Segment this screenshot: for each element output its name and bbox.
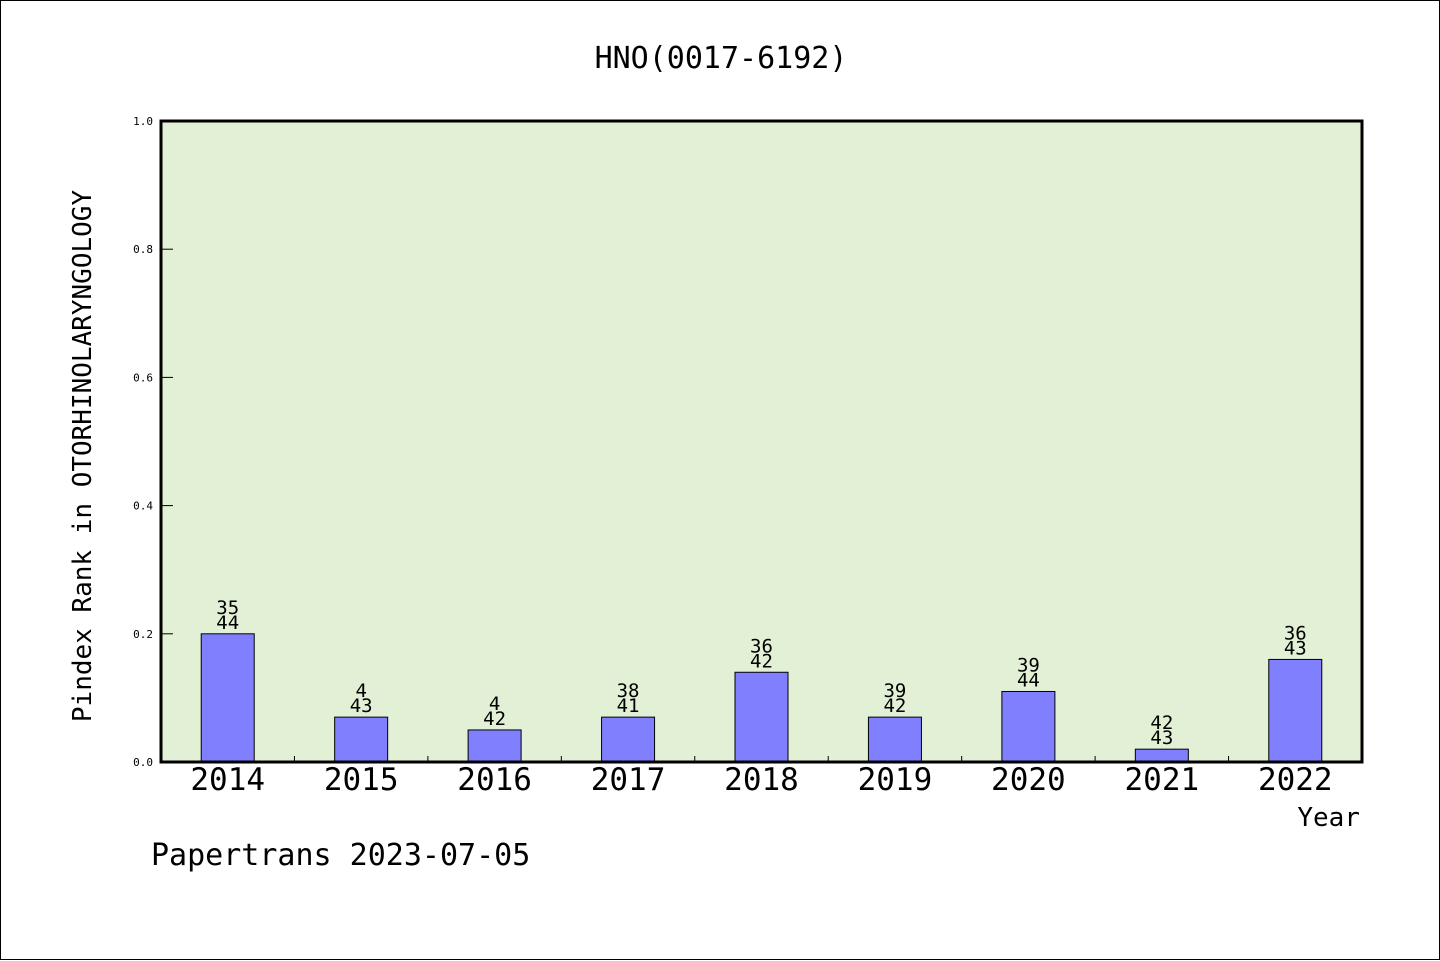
bar-2017	[601, 716, 656, 763]
x-tick-label: 2015	[324, 762, 399, 798]
y-tick-label: 1.0	[133, 115, 153, 128]
bar-2015	[334, 716, 389, 763]
x-tick-label: 2019	[858, 762, 933, 798]
y-axis-label: Pindex Rank in OTORHINOLARYNGOLOGY	[68, 190, 98, 723]
bar-total-label: 42	[750, 650, 773, 672]
x-tick-label: 2016	[457, 762, 532, 798]
y-tick-label: 0.2	[133, 628, 153, 641]
bar-total-label: 43	[350, 695, 373, 717]
bar-2019	[867, 716, 922, 763]
bar-2018	[734, 671, 789, 763]
bar-total-label: 41	[617, 695, 640, 717]
bar-rank-label: 39	[1017, 654, 1040, 676]
bar-rank-label: 36	[750, 635, 773, 657]
bar-rank-label: 4	[355, 680, 366, 702]
footer-text: Papertrans 2023-07-05	[151, 838, 530, 873]
bar-total-label: 42	[883, 695, 906, 717]
plot-area	[161, 121, 1362, 762]
y-tick-label: 0.0	[133, 756, 153, 769]
bar-2014	[200, 633, 255, 763]
y-tick-label: 0.4	[133, 500, 153, 513]
y-tick-label: 0.6	[133, 371, 153, 384]
bar-2016	[467, 729, 522, 763]
bar-rank-label: 4	[489, 693, 500, 715]
bar-total-label: 42	[483, 708, 506, 730]
x-tick-label: 2014	[190, 762, 265, 798]
plot-border	[159, 119, 1364, 764]
x-tick-label: 2020	[991, 762, 1066, 798]
bar-2020	[1001, 690, 1056, 763]
bar-rank-label: 36	[1284, 622, 1307, 644]
bar-rank-label: 35	[216, 597, 239, 619]
bar-rank-label: 38	[617, 680, 640, 702]
bar-rank-label: 42	[1150, 712, 1173, 734]
chart-title: HNO(0017-6192)	[595, 41, 848, 76]
y-tick-label: 0.8	[133, 243, 153, 256]
x-tick-label: 2017	[591, 762, 666, 798]
bar-total-label: 44	[216, 612, 239, 634]
x-tick-label: 2018	[724, 762, 799, 798]
x-axis-label: Year	[1297, 803, 1360, 833]
bar-total-label: 44	[1017, 669, 1040, 691]
x-tick-label: 2022	[1258, 762, 1333, 798]
bar-total-label: 43	[1284, 637, 1307, 659]
bar-2021	[1134, 748, 1189, 763]
bar-2022	[1268, 658, 1323, 763]
x-tick-label: 2021	[1125, 762, 1200, 798]
y-axis: 0.0 0.2 0.4 0.6 0.8 1.0	[133, 115, 173, 769]
bar-rank-label: 39	[883, 680, 906, 702]
bar-total-label: 43	[1150, 727, 1173, 749]
x-axis: 2014 2015 2016 2017 2018 2019 2020 2021 2022	[190, 756, 1333, 798]
